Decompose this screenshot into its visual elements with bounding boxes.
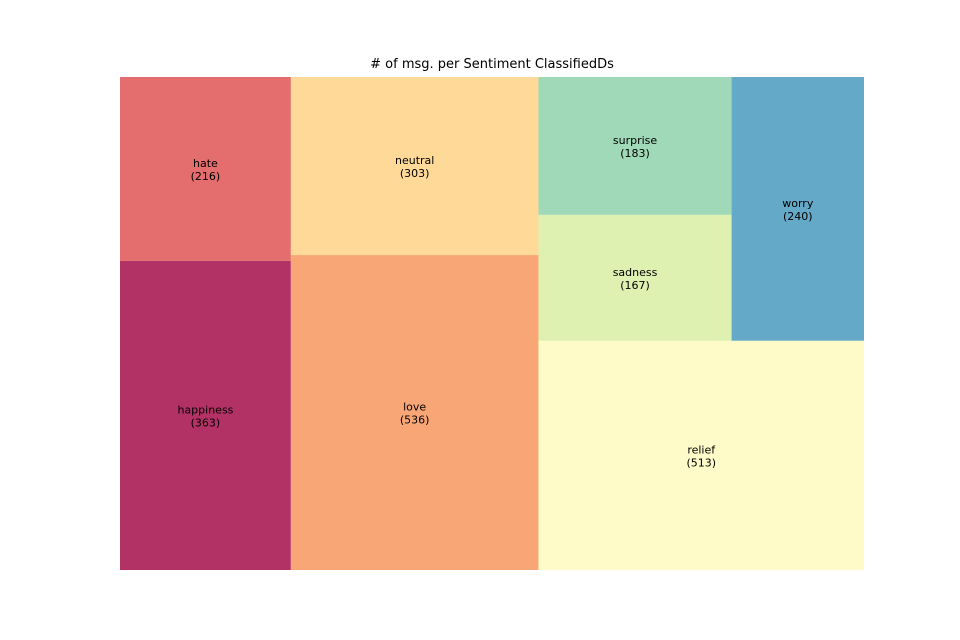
tile-rect-surprise (538, 77, 732, 215)
tile-love: love(536) (290, 255, 539, 570)
tile-rect-happiness (120, 260, 291, 570)
tile-relief: relief(513) (538, 340, 864, 570)
tile-value-happiness: (363) (191, 416, 221, 429)
tile-value-worry: (240) (783, 210, 813, 223)
tile-rect-neutral (290, 77, 539, 256)
tile-value-love: (536) (400, 414, 430, 427)
tile-neutral: neutral(303) (290, 77, 539, 256)
tile-value-surprise: (183) (620, 147, 650, 160)
tile-label-worry: worry (782, 197, 814, 210)
tile-label-sadness: sadness (613, 266, 658, 279)
tile-rect-sadness (538, 214, 732, 341)
tile-label-love: love (403, 401, 426, 414)
tile-value-neutral: (303) (400, 167, 430, 180)
tile-label-happiness: happiness (177, 403, 233, 416)
tile-label-relief: relief (687, 443, 716, 456)
tile-rect-relief (538, 340, 864, 570)
tile-label-hate: hate (193, 157, 218, 170)
tile-value-sadness: (167) (620, 279, 650, 292)
tile-label-neutral: neutral (395, 154, 434, 167)
tile-value-hate: (216) (191, 170, 221, 183)
tile-rect-worry (731, 77, 864, 341)
tile-worry: worry(240) (731, 77, 864, 341)
tile-surprise: surprise(183) (538, 77, 732, 215)
tile-rect-hate (120, 77, 291, 261)
tile-sadness: sadness(167) (538, 214, 732, 341)
tile-hate: hate(216) (120, 77, 291, 261)
chart-title: # of msg. per Sentiment ClassifiedDs (370, 57, 614, 72)
tile-label-surprise: surprise (613, 134, 658, 147)
tile-value-relief: (513) (686, 456, 716, 469)
tile-rect-love (290, 255, 539, 570)
tile-happiness: happiness(363) (120, 260, 291, 570)
